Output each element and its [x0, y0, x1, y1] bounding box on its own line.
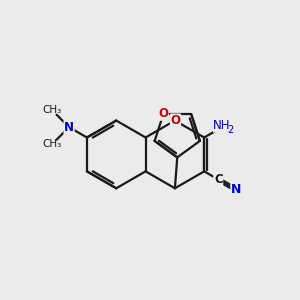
Text: N: N [64, 121, 74, 134]
Text: CH₃: CH₃ [42, 105, 62, 115]
Text: CH₃: CH₃ [42, 139, 62, 149]
Text: O: O [158, 107, 168, 120]
Text: 2: 2 [228, 125, 234, 135]
Text: C: C [214, 173, 223, 186]
Text: NH: NH [213, 119, 231, 132]
Text: O: O [170, 114, 181, 127]
Text: N: N [231, 183, 241, 196]
